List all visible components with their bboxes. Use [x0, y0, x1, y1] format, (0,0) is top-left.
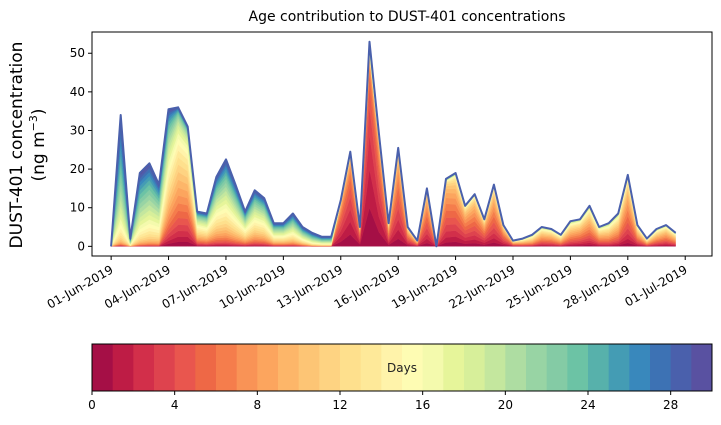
colorbar-bin-3 — [154, 344, 176, 391]
colorbar-bin-19 — [484, 344, 506, 391]
colorbar-tick-label: 24 — [580, 398, 595, 412]
colorbar-bin-18 — [464, 344, 486, 391]
y-tick-label: 30 — [70, 123, 85, 137]
colorbar-bin-1 — [112, 344, 134, 391]
y-axis-unit-exponent: −3 — [27, 115, 40, 131]
colorbar-label: Days — [387, 361, 417, 375]
colorbar-tick-label: 4 — [171, 398, 179, 412]
colorbar-bin-26 — [629, 344, 651, 391]
y-axis-unit-prefix: (ng m — [29, 131, 49, 181]
colorbar-bin-24 — [588, 344, 610, 391]
colorbar-bin-7 — [236, 344, 258, 391]
x-tick-label: 01-Jul-2019 — [622, 262, 689, 309]
colorbar: Days 0 4 8 12 16 20 24 28 — [88, 343, 713, 412]
plot-frame — [91, 31, 713, 257]
y-tick-label: 50 — [70, 46, 85, 60]
y-axis-ticks: 0 10 20 30 40 50 — [70, 46, 92, 253]
colorbar-frame — [91, 343, 713, 392]
colorbar-bins — [92, 344, 713, 391]
colorbar-tick-label: 28 — [663, 398, 678, 412]
colorbar-bin-25 — [608, 344, 630, 391]
y-axis-label: DUST-401 concentration (ng m−3) — [7, 42, 49, 249]
colorbar-tick-label: 16 — [415, 398, 430, 412]
y-tick-label: 10 — [70, 201, 85, 215]
colorbar-bin-21 — [526, 344, 548, 391]
total-envelope-line — [110, 40, 677, 248]
y-axis-unit-suffix: ) — [29, 108, 49, 115]
colorbar-bin-10 — [298, 344, 320, 391]
stacked-areas — [110, 41, 676, 248]
colorbar-tick-label: 8 — [254, 398, 262, 412]
colorbar-bin-27 — [650, 344, 672, 391]
colorbar-bin-16 — [422, 344, 444, 391]
colorbar-bin-9 — [278, 344, 300, 391]
colorbar-bin-12 — [340, 344, 362, 391]
plot-area — [110, 40, 677, 248]
colorbar-bin-22 — [546, 344, 568, 391]
chart-title: Age contribution to DUST-401 concentrati… — [249, 9, 566, 25]
colorbar-tick-label: 12 — [332, 398, 347, 412]
colorbar-bin-29 — [691, 344, 713, 391]
colorbar-bin-23 — [567, 344, 589, 391]
colorbar-bin-13 — [360, 344, 382, 391]
colorbar-ticks: 0 4 8 12 16 20 24 28 — [88, 391, 678, 412]
y-tick-label: 0 — [77, 239, 85, 253]
colorbar-bin-17 — [443, 344, 465, 391]
colorbar-bin-0 — [92, 344, 114, 391]
y-axis-label-line1: DUST-401 concentration — [7, 42, 27, 249]
colorbar-bin-2 — [133, 344, 155, 391]
colorbar-bin-15 — [402, 344, 424, 391]
y-axis-label-line2: (ng m−3) — [27, 108, 49, 181]
colorbar-bin-5 — [195, 344, 217, 391]
y-tick-label: 40 — [70, 85, 85, 99]
colorbar-tick-label: 20 — [498, 398, 513, 412]
colorbar-bin-20 — [505, 344, 527, 391]
colorbar-bin-14 — [381, 344, 403, 391]
colorbar-bin-6 — [216, 344, 238, 391]
y-tick-label: 20 — [70, 162, 85, 176]
colorbar-bin-28 — [670, 344, 692, 391]
colorbar-bin-11 — [319, 344, 341, 391]
x-axis-ticks: 01-Jun-201904-Jun-201907-Jun-201910-Jun-… — [45, 256, 690, 312]
colorbar-bin-4 — [174, 344, 196, 391]
colorbar-tick-label: 0 — [88, 398, 96, 412]
colorbar-bin-8 — [257, 344, 279, 391]
